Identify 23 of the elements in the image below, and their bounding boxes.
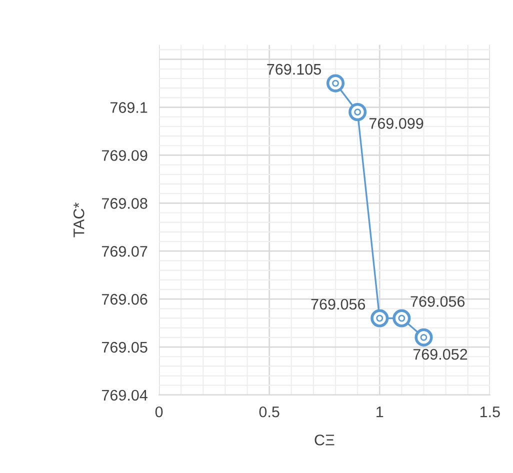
x-tick-label: 1	[376, 406, 384, 418]
y-tick-label: 769.06	[102, 294, 148, 305]
y-tick-label: 769.08	[102, 198, 148, 209]
y-tick-label: 769.1	[110, 102, 148, 113]
point	[392, 309, 411, 328]
text: 769.099	[369, 118, 424, 129]
y-tick-label: 769.05	[102, 342, 148, 353]
point	[326, 74, 345, 92]
text: 769.105	[267, 64, 321, 75]
point	[370, 309, 389, 328]
text: 769.056	[410, 296, 465, 307]
y-tick-label: 769.09	[102, 150, 148, 161]
x-tick-label: 0	[155, 406, 163, 418]
x-tick-label: 1.5	[480, 406, 500, 418]
point	[348, 103, 367, 122]
text: 769.052	[413, 348, 468, 360]
x-tick-label: 0.5	[259, 406, 280, 418]
y-axis-title: TAC*	[73, 202, 84, 238]
y-tick-label: 769.04	[102, 390, 148, 401]
y-tick-label: 769.07	[102, 246, 148, 257]
point	[414, 328, 433, 346]
x-axis-title: CΞ	[314, 434, 334, 446]
text: 769.056	[311, 298, 366, 310]
